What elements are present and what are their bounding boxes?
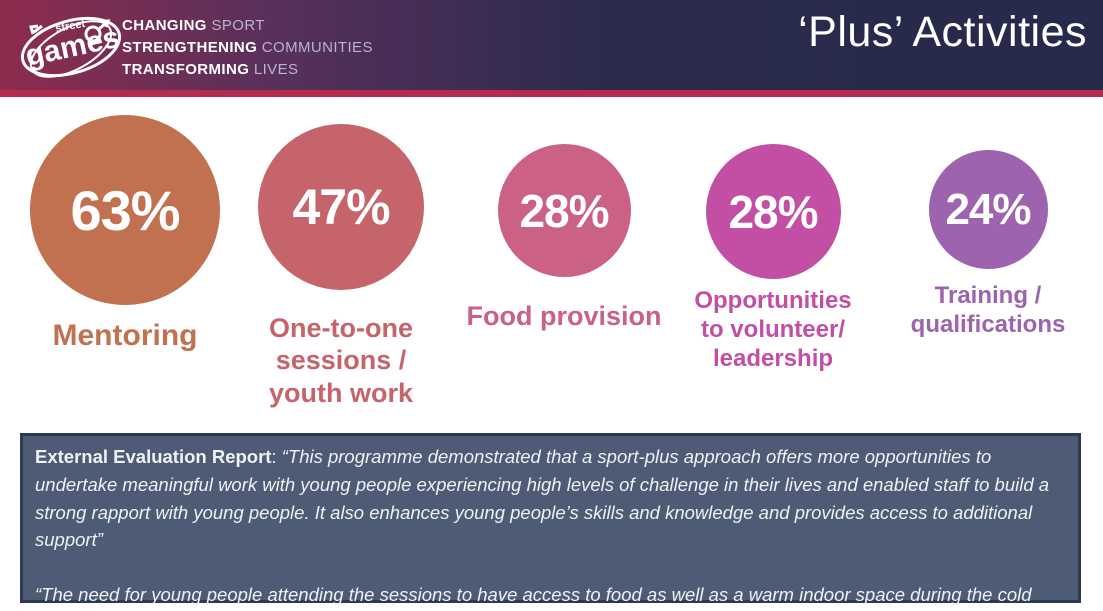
stat-value: 47% [292, 179, 390, 235]
stat-circle: 24% [928, 150, 1048, 269]
stat-label: One-to-one sessions / youth work [268, 313, 413, 408]
stat-volunteer-leadership: 28% Opportunities to volunteer/ leadersh… [673, 144, 873, 373]
evaluation-quote-1: “This programme demonstrated that a spor… [35, 446, 1050, 551]
evaluation-quote-box: External Evaluation Report: “This progra… [20, 433, 1081, 605]
stat-circle: 63% [30, 115, 220, 305]
stat-value: 28% [519, 184, 609, 237]
stat-training-qualifications: 24% Training / qualifications [888, 150, 1088, 340]
stat-mentoring: 63% Mentoring [10, 115, 240, 354]
stat-circle: 28% [705, 144, 841, 279]
stat-label: Opportunities to volunteer/ leadership [694, 287, 852, 372]
header-tagline: CHANGING SPORT STRENGTHENING COMMUNITIES… [122, 15, 373, 82]
tagline-line-2: STRENGTHENING COMMUNITIES [122, 37, 373, 59]
tagline-line-3: TRANSFORMING LIVES [122, 59, 373, 81]
evaluation-separator: : [271, 446, 282, 467]
stat-value: 24% [945, 184, 1031, 234]
stat-one-to-one: 47% One-to-one sessions / youth work [241, 124, 441, 409]
stat-circle: 28% [497, 144, 631, 277]
tagline-rest: COMMUNITIES [257, 39, 373, 57]
tagline-rest: SPORT [206, 17, 265, 34]
evaluation-heading: External Evaluation Report [35, 446, 272, 467]
stat-label: Food provision [466, 301, 662, 331]
stat-circle: 47% [258, 124, 424, 290]
header-banner: street games CHANGING SPORT STRENGTHENIN… [0, 0, 1103, 90]
stat-value: 28% [728, 185, 818, 238]
header-accent-stripe [0, 90, 1103, 97]
stat-value: 63% [70, 178, 180, 242]
stat-label: Mentoring [52, 319, 198, 352]
tagline-line-1: CHANGING SPORT [122, 15, 373, 37]
svg-text:street: street [54, 18, 86, 35]
plus-activities-chart: 63% Mentoring 47% One-to-one sessions / … [0, 97, 1103, 433]
page-title: ‘Plus’ Activities [798, 8, 1087, 56]
stat-food-provision: 28% Food provision [464, 144, 664, 332]
tagline-bold: TRANSFORMING [122, 61, 250, 79]
tagline-rest: LIVES [249, 61, 299, 79]
tagline-bold: CHANGING [122, 17, 207, 34]
tagline-bold: STRENGTHENING [122, 39, 258, 57]
streetgames-logo-icon: street games [20, 16, 122, 78]
evaluation-paragraph-2: “The need for young people attending the… [35, 584, 1032, 605]
evaluation-paragraph-1: External Evaluation Report: “This progra… [35, 443, 1064, 554]
streetgames-logo: street games [16, 4, 126, 88]
stat-label: Training / qualifications [910, 282, 1066, 338]
